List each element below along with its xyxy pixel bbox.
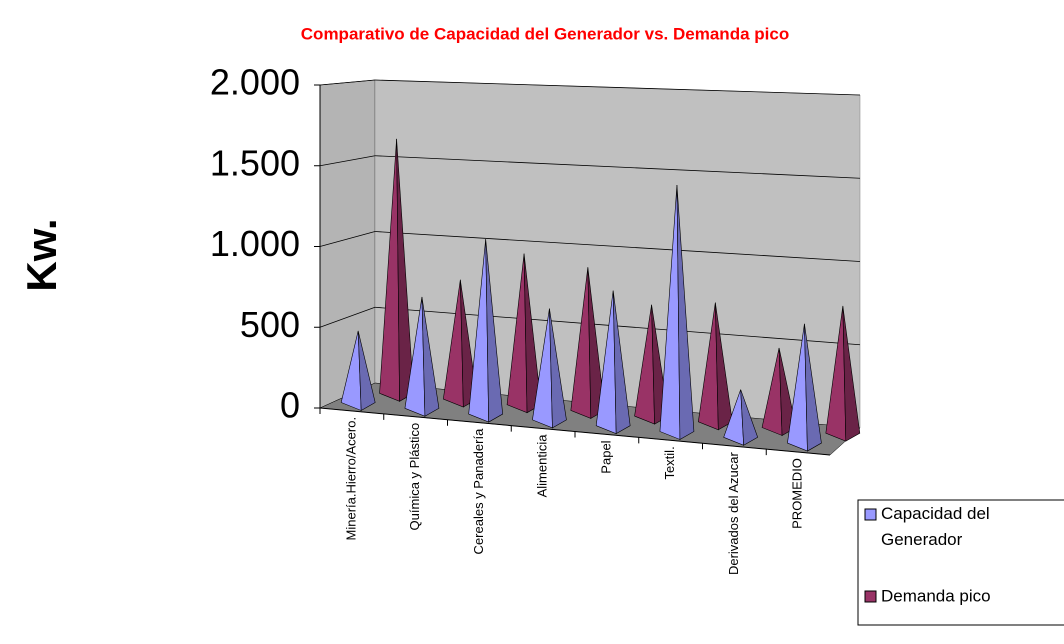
x-tick-label: PROMEDIO — [790, 458, 805, 529]
pyramid — [595, 290, 631, 435]
pyramid — [442, 279, 478, 408]
pyramid — [787, 323, 822, 452]
grid-line — [319, 306, 376, 328]
pyramid-shade — [524, 253, 542, 413]
x-tick-label: Textil. — [662, 446, 677, 479]
x-tick-label: Cereales y Panadería — [471, 428, 486, 555]
legend-swatch — [864, 590, 877, 603]
pyramid-shade — [549, 308, 567, 428]
grid-line — [374, 231, 861, 262]
pyramid-shade — [421, 296, 439, 417]
x-tick-label: Minería.Hierro/Acero. — [343, 417, 358, 541]
pyramid-right-face — [485, 239, 503, 423]
pyramid — [659, 185, 695, 440]
legend — [857, 499, 1064, 626]
pyramid-right-face — [740, 389, 759, 446]
pyramid-right-face — [612, 290, 631, 435]
y-tick-label: 1.000 — [210, 223, 300, 264]
pyramid-shade — [396, 138, 414, 402]
pyramid — [404, 296, 440, 417]
y-tick-label: 1.500 — [210, 142, 300, 183]
grid-line — [319, 231, 376, 247]
pyramid-shade — [804, 323, 822, 452]
pyramid-right-face — [676, 185, 695, 440]
grid-line — [319, 79, 376, 86]
pyramid-shade — [842, 305, 860, 442]
pyramid — [825, 305, 861, 442]
pyramid — [340, 330, 376, 411]
grid-line — [374, 79, 861, 96]
x-tick-label: Química y Plástico — [407, 423, 422, 531]
pyramid — [379, 138, 414, 402]
pyramid-right-face — [804, 323, 822, 452]
x-tick-label: Derivados del Azucar — [726, 452, 741, 576]
grid-line — [374, 155, 861, 179]
pyramid — [697, 302, 733, 431]
y-tick-label: 500 — [240, 304, 300, 345]
y-axis-title: Kw. — [18, 218, 65, 291]
legend-label: Capacidad del Generador — [881, 504, 990, 549]
legend-label: Demanda pico — [881, 586, 991, 605]
pyramid-shade — [358, 330, 376, 411]
y-tick-label: 2.000 — [210, 62, 300, 103]
x-tick-label: Papel — [598, 440, 613, 473]
pyramid — [570, 267, 606, 419]
pyramid-shade — [715, 302, 733, 430]
pyramid — [723, 389, 759, 446]
pyramid — [468, 239, 503, 423]
pyramid-shade — [485, 239, 503, 423]
pyramid-shade — [740, 389, 758, 446]
y-tick-label: 0 — [280, 385, 300, 426]
chart-title: Comparativo de Capacidad del Generador v… — [301, 24, 789, 43]
pyramid-shade — [613, 290, 631, 434]
pyramid-right-face — [421, 296, 440, 417]
pyramid-right-face — [715, 302, 733, 431]
x-tick-label: Alimenticia — [535, 434, 550, 498]
pyramid-shade — [676, 185, 694, 440]
legend-swatch — [864, 508, 877, 521]
pyramid-right-face — [549, 308, 567, 429]
pyramid-right-face — [357, 330, 376, 411]
pyramid — [532, 308, 567, 429]
grid-line — [319, 155, 376, 167]
pyramid-shade — [587, 267, 605, 419]
pyramid-right-face — [842, 305, 861, 442]
